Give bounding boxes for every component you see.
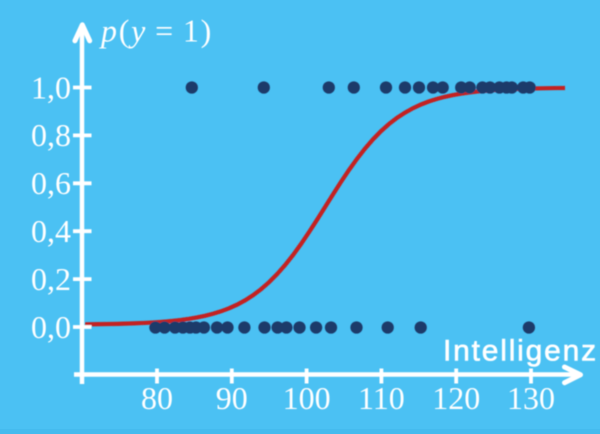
svg-text:Intelligenz: Intelligenz xyxy=(443,335,598,368)
svg-text:130: 130 xyxy=(507,380,555,416)
svg-text:1,0: 1,0 xyxy=(31,69,71,105)
svg-text:0,6: 0,6 xyxy=(31,165,71,201)
svg-text:110: 110 xyxy=(358,380,405,416)
svg-text:p(y = 1): p(y = 1) xyxy=(99,13,213,49)
svg-text:90: 90 xyxy=(216,380,248,416)
svg-text:0,4: 0,4 xyxy=(31,213,71,249)
svg-text:0,2: 0,2 xyxy=(31,261,71,297)
svg-text:0,0: 0,0 xyxy=(31,309,71,345)
svg-text:0,8: 0,8 xyxy=(31,117,71,153)
svg-text:100: 100 xyxy=(283,380,331,416)
svg-text:80: 80 xyxy=(141,380,173,416)
svg-text:120: 120 xyxy=(432,380,480,416)
